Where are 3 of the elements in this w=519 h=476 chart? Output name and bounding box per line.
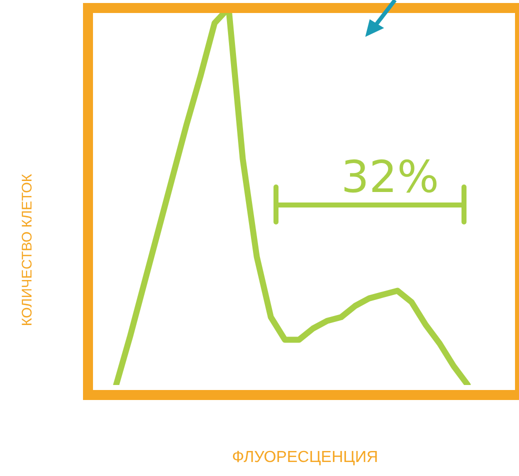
y-axis-title: КОЛИЧЕСТВО КЛЕТОК <box>18 173 35 326</box>
x-axis-title: ФЛУОРЕСЦЕНЦИЯ <box>232 449 378 466</box>
annotation: 32% <box>341 152 439 203</box>
